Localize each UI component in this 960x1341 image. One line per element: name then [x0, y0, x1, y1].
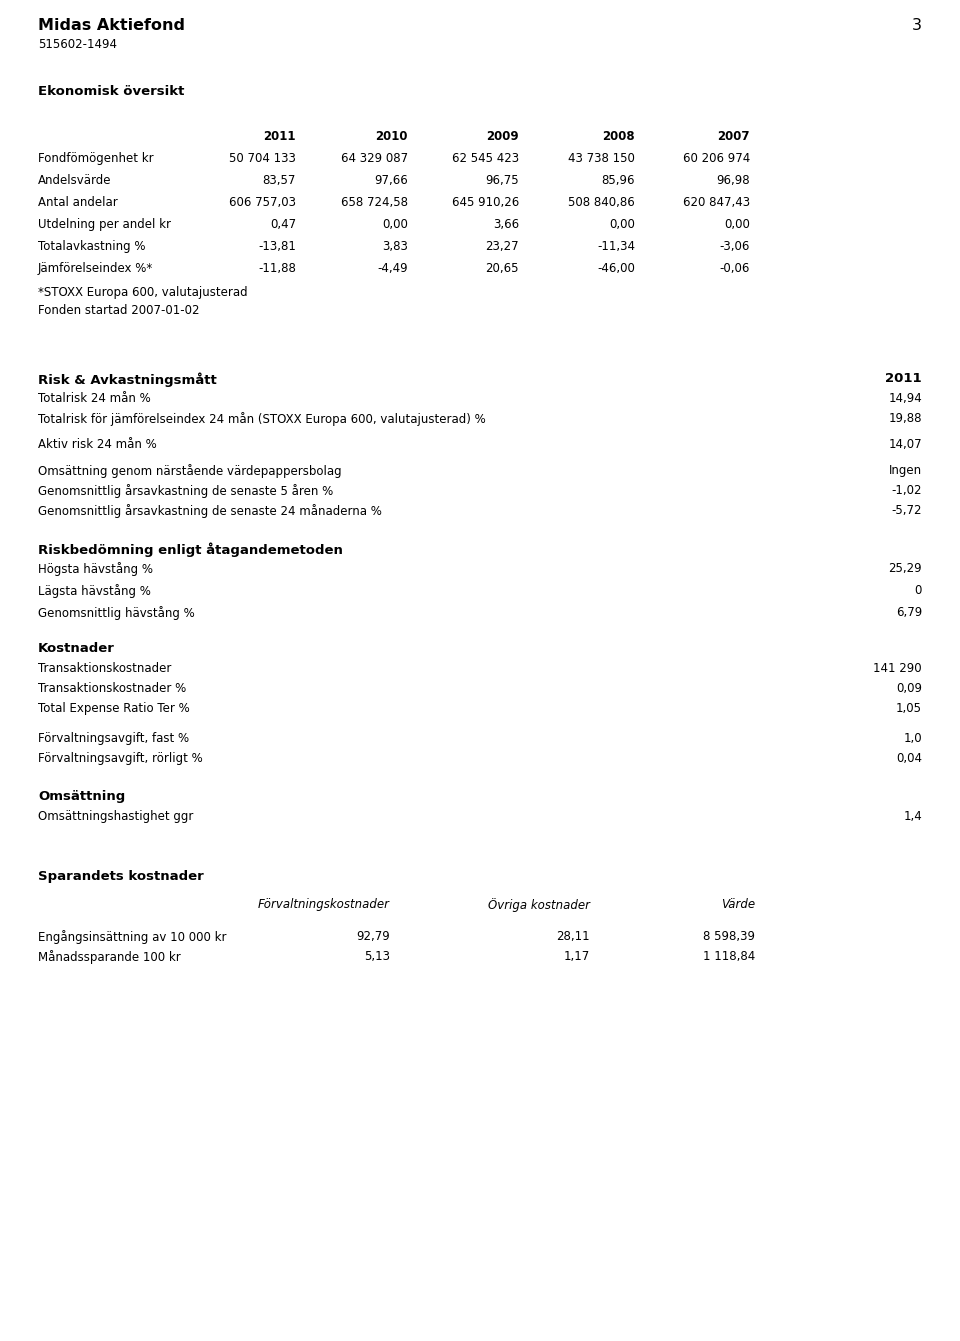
Text: 14,94: 14,94	[888, 392, 922, 405]
Text: Förvaltningsavgift, rörligt %: Förvaltningsavgift, rörligt %	[38, 752, 203, 764]
Text: 2009: 2009	[487, 130, 519, 143]
Text: -11,88: -11,88	[258, 261, 296, 275]
Text: 2008: 2008	[602, 130, 635, 143]
Text: Högsta hävstång %: Högsta hävstång %	[38, 562, 153, 577]
Text: -46,00: -46,00	[597, 261, 635, 275]
Text: Aktiv risk 24 mån %: Aktiv risk 24 mån %	[38, 439, 156, 451]
Text: *STOXX Europa 600, valutajusterad: *STOXX Europa 600, valutajusterad	[38, 286, 248, 299]
Text: Antal andelar: Antal andelar	[38, 196, 118, 209]
Text: Övriga kostnader: Övriga kostnader	[488, 898, 590, 912]
Text: Transaktionskostnader %: Transaktionskostnader %	[38, 683, 186, 695]
Text: 1 118,84: 1 118,84	[703, 949, 755, 963]
Text: Lägsta hävstång %: Lägsta hävstång %	[38, 583, 151, 598]
Text: Värde: Värde	[721, 898, 755, 911]
Text: 508 840,86: 508 840,86	[568, 196, 635, 209]
Text: -3,06: -3,06	[720, 240, 750, 253]
Text: -4,49: -4,49	[377, 261, 408, 275]
Text: Genomsnittlig hävstång %: Genomsnittlig hävstång %	[38, 606, 195, 620]
Text: 606 757,03: 606 757,03	[229, 196, 296, 209]
Text: 0,00: 0,00	[382, 219, 408, 231]
Text: 1,4: 1,4	[903, 810, 922, 823]
Text: 0,47: 0,47	[270, 219, 296, 231]
Text: 141 290: 141 290	[874, 662, 922, 675]
Text: 60 206 974: 60 206 974	[683, 152, 750, 165]
Text: Midas Aktiefond: Midas Aktiefond	[38, 17, 185, 34]
Text: 62 545 423: 62 545 423	[452, 152, 519, 165]
Text: 96,75: 96,75	[486, 174, 519, 186]
Text: 3,66: 3,66	[492, 219, 519, 231]
Text: Fonden startad 2007-01-02: Fonden startad 2007-01-02	[38, 304, 200, 316]
Text: Kostnader: Kostnader	[38, 642, 115, 654]
Text: Andelsvärde: Andelsvärde	[38, 174, 111, 186]
Text: 43 738 150: 43 738 150	[568, 152, 635, 165]
Text: 3,83: 3,83	[382, 240, 408, 253]
Text: Riskbedömning enligt åtagandemetoden: Riskbedömning enligt åtagandemetoden	[38, 542, 343, 557]
Text: 6,79: 6,79	[896, 606, 922, 620]
Text: 25,29: 25,29	[888, 562, 922, 575]
Text: -5,72: -5,72	[892, 504, 922, 518]
Text: 3: 3	[912, 17, 922, 34]
Text: 96,98: 96,98	[716, 174, 750, 186]
Text: 50 704 133: 50 704 133	[229, 152, 296, 165]
Text: 1,17: 1,17	[564, 949, 590, 963]
Text: -13,81: -13,81	[258, 240, 296, 253]
Text: 97,66: 97,66	[374, 174, 408, 186]
Text: 0,00: 0,00	[610, 219, 635, 231]
Text: 20,65: 20,65	[486, 261, 519, 275]
Text: 85,96: 85,96	[602, 174, 635, 186]
Text: 83,57: 83,57	[263, 174, 296, 186]
Text: Ekonomisk översikt: Ekonomisk översikt	[38, 84, 184, 98]
Text: Genomsnittlig årsavkastning de senaste 24 månaderna %: Genomsnittlig årsavkastning de senaste 2…	[38, 504, 382, 518]
Text: 1,05: 1,05	[896, 701, 922, 715]
Text: Totalavkastning %: Totalavkastning %	[38, 240, 146, 253]
Text: Totalrisk 24 mån %: Totalrisk 24 mån %	[38, 392, 151, 405]
Text: Sparandets kostnader: Sparandets kostnader	[38, 870, 204, 882]
Text: 2007: 2007	[717, 130, 750, 143]
Text: Engångsinsättning av 10 000 kr: Engångsinsättning av 10 000 kr	[38, 931, 227, 944]
Text: Månadssparande 100 kr: Månadssparande 100 kr	[38, 949, 180, 964]
Text: 1,0: 1,0	[903, 732, 922, 746]
Text: 0,00: 0,00	[724, 219, 750, 231]
Text: Ingen: Ingen	[889, 464, 922, 477]
Text: -11,34: -11,34	[597, 240, 635, 253]
Text: 2011: 2011	[885, 371, 922, 385]
Text: Omsättning genom närstående värdepappersbolag: Omsättning genom närstående värdepappers…	[38, 464, 342, 477]
Text: 92,79: 92,79	[356, 931, 390, 943]
Text: Jämförelseindex %*: Jämförelseindex %*	[38, 261, 154, 275]
Text: Omsättningshastighet ggr: Omsättningshastighet ggr	[38, 810, 193, 823]
Text: 23,27: 23,27	[486, 240, 519, 253]
Text: 658 724,58: 658 724,58	[341, 196, 408, 209]
Text: 0: 0	[915, 583, 922, 597]
Text: Utdelning per andel kr: Utdelning per andel kr	[38, 219, 171, 231]
Text: Totalrisk för jämförelseindex 24 mån (STOXX Europa 600, valutajusterad) %: Totalrisk för jämförelseindex 24 mån (ST…	[38, 412, 486, 426]
Text: Förvaltningsavgift, fast %: Förvaltningsavgift, fast %	[38, 732, 189, 746]
Text: 2011: 2011	[263, 130, 296, 143]
Text: 64 329 087: 64 329 087	[341, 152, 408, 165]
Text: 620 847,43: 620 847,43	[683, 196, 750, 209]
Text: -0,06: -0,06	[720, 261, 750, 275]
Text: 645 910,26: 645 910,26	[452, 196, 519, 209]
Text: 28,11: 28,11	[557, 931, 590, 943]
Text: 5,13: 5,13	[364, 949, 390, 963]
Text: Risk & Avkastningsmått: Risk & Avkastningsmått	[38, 371, 217, 386]
Text: Genomsnittlig årsavkastning de senaste 5 åren %: Genomsnittlig årsavkastning de senaste 5…	[38, 484, 333, 498]
Text: 19,88: 19,88	[889, 412, 922, 425]
Text: Omsättning: Omsättning	[38, 790, 125, 803]
Text: Transaktionskostnader: Transaktionskostnader	[38, 662, 172, 675]
Text: 2010: 2010	[375, 130, 408, 143]
Text: 0,09: 0,09	[896, 683, 922, 695]
Text: 8 598,39: 8 598,39	[703, 931, 755, 943]
Text: Total Expense Ratio Ter %: Total Expense Ratio Ter %	[38, 701, 190, 715]
Text: 515602-1494: 515602-1494	[38, 38, 117, 51]
Text: Fondfömögenhet kr: Fondfömögenhet kr	[38, 152, 154, 165]
Text: 0,04: 0,04	[896, 752, 922, 764]
Text: 14,07: 14,07	[888, 439, 922, 451]
Text: -1,02: -1,02	[892, 484, 922, 498]
Text: Förvaltningskostnader: Förvaltningskostnader	[258, 898, 390, 911]
